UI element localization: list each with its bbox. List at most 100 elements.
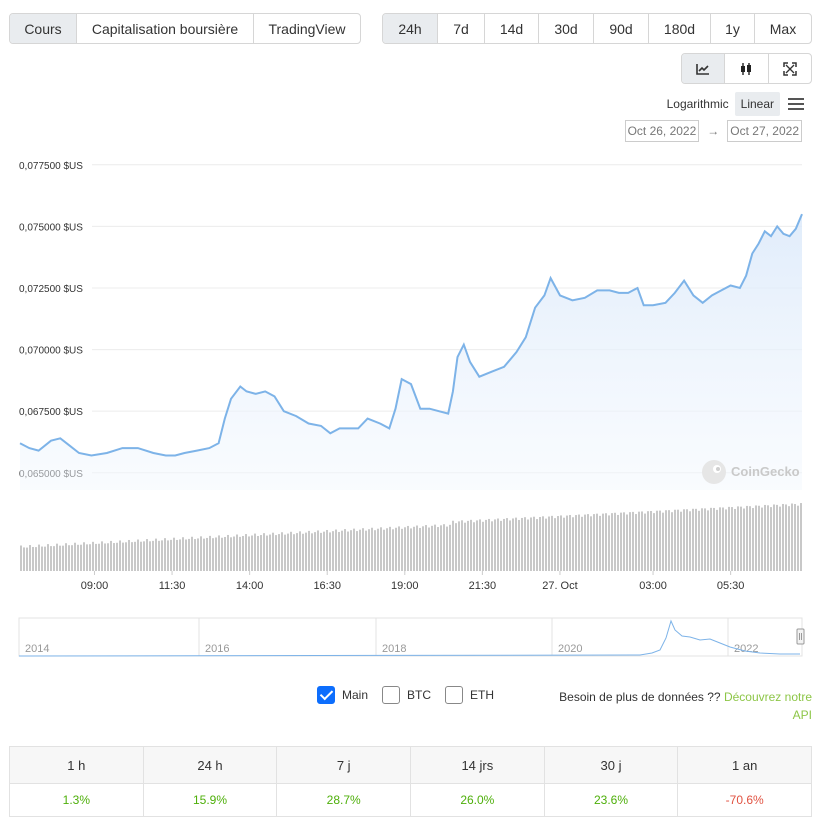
volume-bar — [221, 537, 223, 571]
volume-bar — [776, 504, 778, 571]
volume-bar — [275, 535, 277, 571]
volume-bar — [401, 528, 403, 571]
volume-bar — [590, 516, 592, 571]
legend-main-label: Main — [342, 688, 369, 702]
change-24h: 15.9% — [144, 784, 278, 816]
linear-option[interactable]: Linear — [734, 92, 780, 116]
volume-bar — [560, 515, 562, 571]
change-30d: 23.6% — [545, 784, 679, 816]
volume-bar — [650, 511, 652, 571]
period-1y: 1 an — [678, 747, 812, 784]
volume-bar — [152, 540, 154, 571]
volume-bar — [746, 505, 748, 571]
volume-bar — [506, 518, 508, 571]
date-to-input[interactable]: Oct 27, 2022 — [727, 120, 802, 142]
volume-bar — [698, 510, 700, 571]
x-tick-label: 19:00 — [391, 580, 419, 592]
range-1y-button[interactable]: 1y — [711, 14, 755, 43]
volume-bar — [44, 546, 46, 571]
volume-bar — [212, 538, 214, 571]
volume-bar — [410, 528, 412, 571]
range-navigator[interactable]: 2014 2016 2018 2020 2022 — [18, 617, 805, 657]
volume-bar — [743, 508, 745, 571]
volume-bar — [245, 534, 247, 571]
volume-bar — [110, 540, 112, 571]
volume-bar — [233, 536, 235, 571]
volume-bar — [131, 542, 133, 571]
volume-bar — [446, 526, 448, 571]
volume-bar — [491, 521, 493, 571]
main-checkbox[interactable] — [317, 686, 335, 704]
volume-bar — [50, 546, 52, 571]
volume-bar — [779, 506, 781, 571]
fullscreen-button[interactable] — [769, 54, 811, 83]
volume-bar — [305, 532, 307, 571]
volume-bar — [251, 535, 253, 571]
volume-bar — [722, 507, 724, 571]
volume-bar — [392, 529, 394, 571]
volume-bar — [356, 531, 358, 571]
tab-tradingview[interactable]: TradingView — [268, 20, 346, 37]
volume-bar — [74, 542, 76, 571]
volume-bar — [86, 544, 88, 571]
volume-bar — [326, 529, 328, 571]
legend-btc-label: BTC — [407, 688, 432, 702]
navigator-year-label: 2014 — [25, 643, 49, 655]
volume-bar — [566, 515, 568, 571]
range-14d-button[interactable]: 14d — [485, 14, 539, 43]
range-90d-button[interactable]: 90d — [594, 14, 649, 43]
volume-bar — [473, 522, 475, 571]
volume-bar — [605, 513, 607, 571]
legend-btc[interactable]: BTC — [382, 686, 431, 704]
volume-bar — [68, 545, 70, 571]
volume-bar — [383, 529, 385, 571]
volume-bar — [77, 544, 79, 571]
volume-bar — [683, 509, 685, 571]
candlestick-button[interactable] — [725, 54, 769, 83]
volume-bar — [248, 536, 250, 571]
tab-market-cap[interactable]: Capitalisation boursière — [77, 14, 254, 43]
volume-bar — [35, 547, 37, 571]
legend-eth[interactable]: ETH — [445, 686, 494, 704]
volume-bar — [449, 524, 451, 571]
range-24h-button[interactable]: 24h — [383, 14, 438, 43]
navigator-year-label: 2020 — [558, 643, 582, 655]
btc-checkbox[interactable] — [382, 686, 401, 704]
volume-bar — [104, 543, 106, 571]
volume-bar — [218, 535, 220, 571]
volume-bar — [170, 539, 172, 571]
logarithmic-option[interactable]: Logarithmic — [666, 97, 729, 111]
tab-price[interactable]: Cours — [10, 14, 77, 43]
volume-bar — [38, 544, 40, 571]
volume-bar — [47, 544, 49, 571]
volume-bar — [524, 517, 526, 571]
volume-bar — [284, 534, 286, 571]
api-link[interactable]: Découvrez notre API — [723, 690, 812, 722]
price-area — [20, 214, 802, 490]
range-30d-button[interactable]: 30d — [539, 14, 594, 43]
volume-bar — [200, 536, 202, 571]
volume-bar — [119, 540, 121, 571]
range-max-button[interactable]: Max — [769, 20, 797, 37]
volume-bar — [737, 506, 739, 571]
range-7d-button[interactable]: 7d — [438, 14, 485, 43]
volume-bar — [635, 514, 637, 571]
volume-bar — [329, 532, 331, 571]
line-chart-button[interactable] — [682, 54, 726, 83]
range-180d-button[interactable]: 180d — [649, 14, 711, 43]
volume-bar — [584, 514, 586, 571]
date-from-input[interactable]: Oct 26, 2022 — [624, 120, 700, 142]
price-chart[interactable]: 0,077500 $US 0,075000 $US 0,072500 $US 0,07… — [0, 150, 814, 665]
legend-main[interactable]: Main — [317, 686, 368, 704]
navigator-handle[interactable] — [796, 628, 805, 645]
volume-bar — [569, 514, 571, 571]
volume-bar — [704, 508, 706, 571]
volume-bar — [710, 507, 712, 571]
eth-checkbox[interactable] — [445, 686, 464, 704]
volume-bar — [518, 519, 520, 571]
volume-bar — [437, 527, 439, 571]
volume-bar — [350, 530, 352, 571]
volume-bar — [578, 514, 580, 571]
hamburger-menu-icon[interactable] — [788, 98, 804, 110]
navigator-year-label: 2016 — [205, 643, 229, 655]
